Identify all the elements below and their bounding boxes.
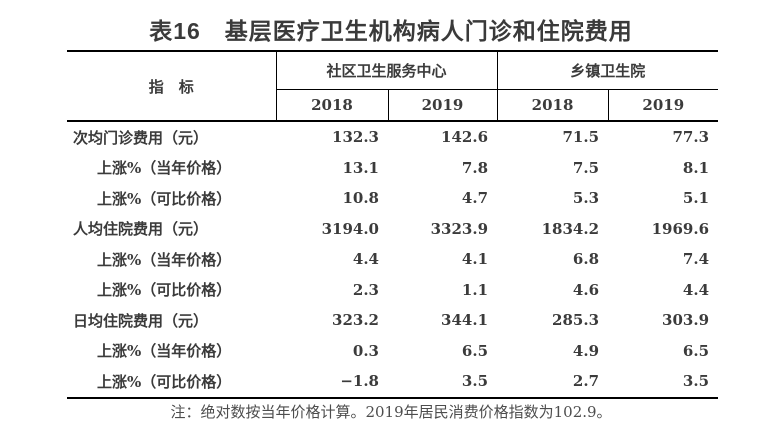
year-header-community-2018: 2018 — [276, 89, 389, 121]
value-cell: 6.5 — [682, 341, 710, 360]
value-cell: 142.6 — [441, 128, 489, 147]
indicator-cell: 上涨%（可比价格） — [97, 281, 232, 300]
value-cell: 4.6 — [572, 280, 600, 299]
indicator-header-cell: 指 标 — [67, 51, 277, 121]
stats-table: 指 标 社区卫生服务中心 乡镇卫生院 2018 2019 2018 2019 次… — [67, 50, 719, 399]
table-row: 上涨%（当年价格） 0.3 6.5 4.9 6.5 — [67, 336, 718, 367]
year-header-community-2019: 2019 — [388, 89, 498, 121]
value-cell: 6.5 — [461, 341, 489, 360]
value-cell: 2.3 — [352, 280, 379, 299]
value-cell: 132.3 — [332, 128, 379, 147]
group-header-community-center: 社区卫生服务中心 — [276, 51, 498, 90]
value-cell: 4.4 — [682, 280, 710, 299]
value-cell: 4.9 — [572, 341, 600, 360]
value-cell: 7.4 — [682, 250, 710, 269]
table-row: 上涨%（可比价格） −1.8 3.5 2.7 3.5 — [67, 366, 718, 398]
value-cell: 303.9 — [662, 311, 710, 330]
value-cell: 7.8 — [461, 158, 489, 177]
value-cell: 4.4 — [352, 250, 379, 269]
table-body: 次均门诊费用（元） 132.3 142.6 71.5 77.3 上涨%（当年价格… — [67, 121, 718, 398]
indicator-cell: 上涨%（当年价格） — [97, 342, 232, 361]
value-cell: 6.8 — [572, 250, 600, 269]
footnote: 注：绝对数按当年价格计算。2019年居民消费价格指数为102.9。 — [170, 403, 612, 421]
value-cell: 344.1 — [441, 311, 489, 330]
value-cell: 77.3 — [672, 128, 710, 147]
table-row: 人均住院费用（元） 3194.0 3323.9 1834.2 1969.6 — [67, 214, 718, 245]
table-header: 指 标 社区卫生服务中心 乡镇卫生院 2018 2019 2018 2019 — [67, 51, 719, 121]
table-row: 日均住院费用（元） 323.2 344.1 285.3 303.9 — [67, 305, 718, 336]
value-cell: 4.1 — [461, 250, 489, 269]
table-row: 上涨%（可比价格） 2.3 1.1 4.6 4.4 — [67, 275, 718, 306]
year-header-township-2019: 2019 — [642, 96, 685, 114]
indicator-cell: 上涨%（可比价格） — [97, 372, 232, 391]
table-row: 次均门诊费用（元） 132.3 142.6 71.5 77.3 — [67, 121, 718, 153]
value-cell: 2.7 — [572, 372, 600, 391]
value-cell: 71.5 — [562, 128, 600, 147]
value-cell: 10.8 — [342, 189, 379, 208]
value-cell: 5.1 — [682, 189, 710, 208]
indicator-cell: 上涨%（可比价格） — [97, 189, 232, 208]
value-cell: 1.1 — [461, 280, 489, 299]
indicator-cell: 次均门诊费用（元） — [73, 128, 209, 147]
value-cell: 3.5 — [461, 372, 489, 391]
value-cell: 13.1 — [342, 158, 379, 177]
table-row: 上涨%（当年价格） 13.1 7.8 7.5 8.1 — [67, 153, 718, 184]
value-cell: 3323.9 — [430, 219, 489, 238]
value-cell: 5.3 — [572, 189, 600, 208]
group-header-township-clinic: 乡镇卫生院 — [497, 51, 719, 90]
value-cell: 3.5 — [682, 372, 710, 391]
page-title: 表16 基层医疗卫生机构病人门诊和住院费用 — [0, 12, 782, 46]
table-title-text: 基层医疗卫生机构病人门诊和住院费用 — [224, 18, 633, 44]
value-cell: 8.1 — [682, 158, 710, 177]
group-header-row: 指 标 社区卫生服务中心 乡镇卫生院 — [67, 51, 719, 121]
indicator-cell: 人均住院费用（元） — [73, 220, 209, 239]
table-number: 表16 — [149, 18, 201, 44]
value-cell: 7.5 — [572, 158, 600, 177]
value-cell: 0.3 — [352, 341, 379, 360]
value-cell: 1969.6 — [651, 219, 710, 238]
value-cell: 1834.2 — [541, 219, 600, 238]
table-row: 上涨%（可比价格） 10.8 4.7 5.3 5.1 — [67, 183, 718, 214]
year-header-row: 2018 2019 2018 2019 — [67, 89, 718, 121]
table-row: 上涨%（当年价格） 4.4 4.1 6.8 7.4 — [67, 244, 718, 275]
value-cell: 3194.0 — [321, 219, 379, 238]
value-cell: 323.2 — [332, 311, 379, 330]
value-cell: 4.7 — [461, 189, 489, 208]
year-header-township-2018: 2018 — [497, 89, 609, 121]
value-cell: 285.3 — [552, 311, 600, 330]
indicator-cell: 日均住院费用（元） — [73, 311, 209, 330]
indicator-cell: 上涨%（当年价格） — [97, 250, 232, 269]
indicator-cell: 上涨%（当年价格） — [97, 159, 232, 178]
value-cell: −1.8 — [340, 372, 379, 391]
